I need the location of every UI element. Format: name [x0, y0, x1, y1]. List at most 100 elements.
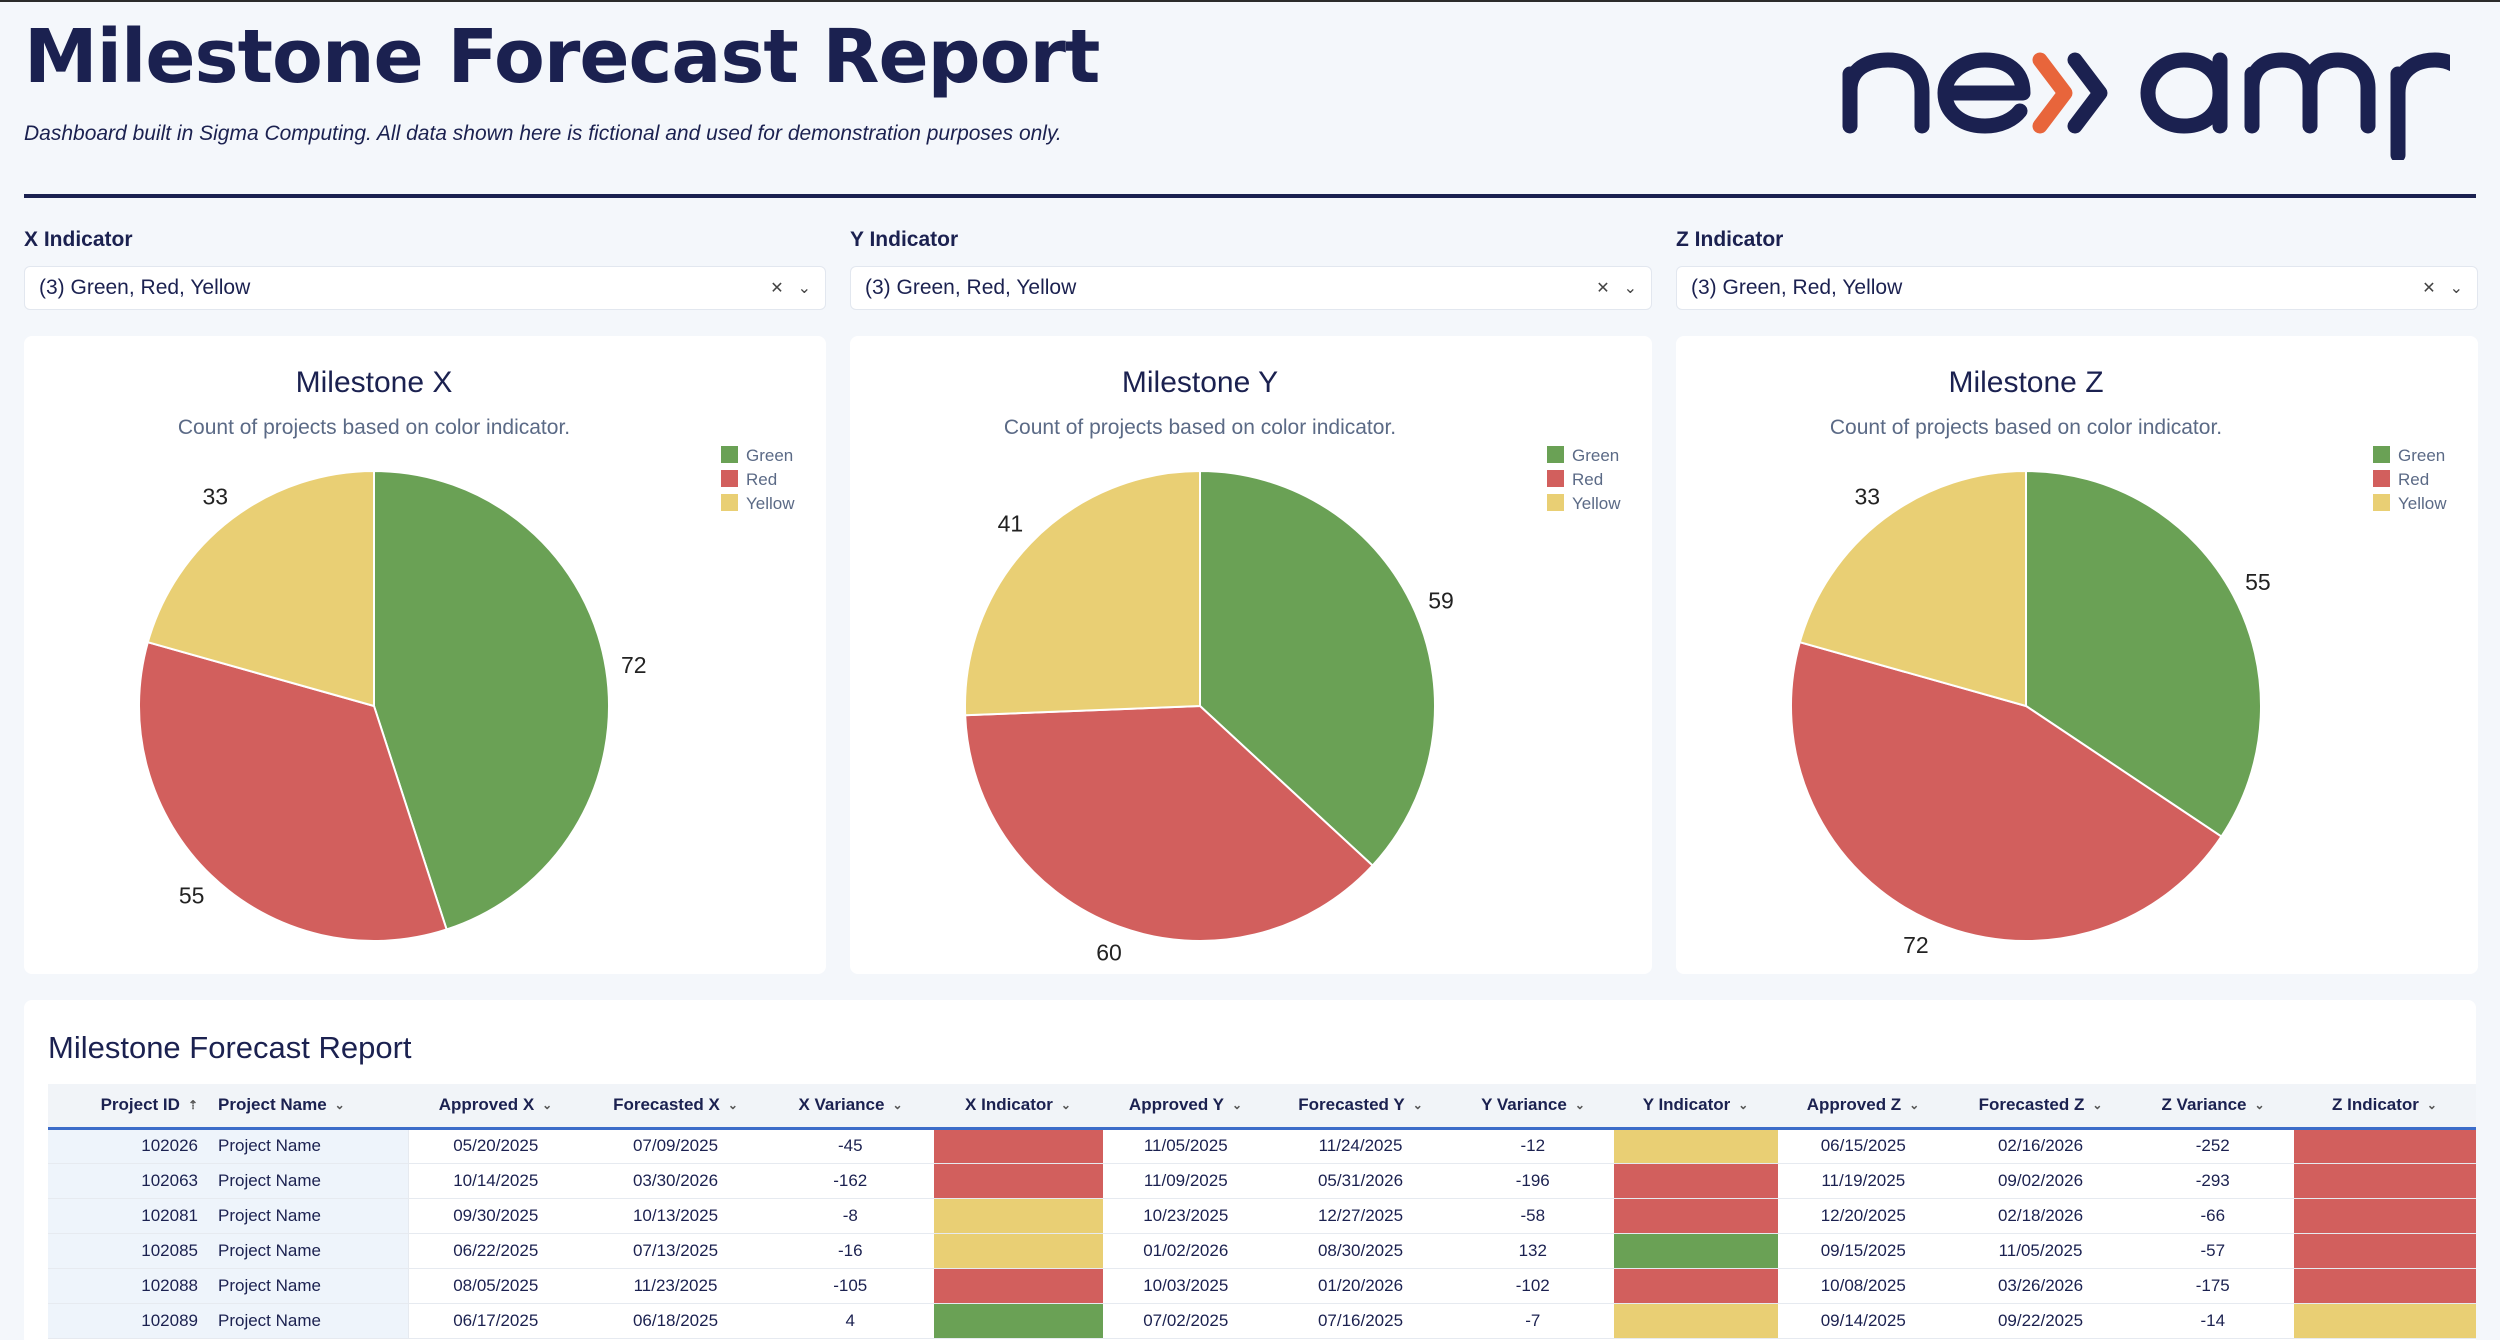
- y-indicator-filter: Y Indicator (3) Green, Red, Yellow ✕ ⌄: [850, 228, 1652, 310]
- column-header-label: Project Name: [218, 1095, 327, 1115]
- project-id-cell: 102085: [48, 1233, 208, 1269]
- project-id-cell: 102088: [48, 1268, 208, 1304]
- chevron-down-icon[interactable]: ⌄: [2426, 1098, 2437, 1113]
- chevron-down-icon[interactable]: ⌄: [892, 1098, 903, 1113]
- pie-slice-red[interactable]: [137, 640, 448, 942]
- column-header-forecasted-y[interactable]: Forecasted Y ⌄: [1268, 1084, 1453, 1130]
- close-icon[interactable]: ✕: [1596, 280, 1610, 297]
- nexamp-logo: nexamp: [1842, 52, 2450, 160]
- table-cell: 01/02/2026: [1103, 1233, 1268, 1269]
- table-cell: 10/08/2025: [1778, 1268, 1948, 1304]
- pie-label-yellow: 33: [1855, 483, 1881, 509]
- indicator-cell-red: [2292, 1198, 2476, 1234]
- chevron-down-icon[interactable]: ⌄: [1060, 1098, 1071, 1113]
- table-cell: 11/05/2025: [1103, 1128, 1268, 1164]
- pie-slice-red[interactable]: [964, 704, 1374, 942]
- column-header-project-id[interactable]: Project ID ⇡: [48, 1084, 208, 1130]
- table-row[interactable]: 102026 Project Name 05/20/2025 07/09/2025 -4…: [48, 1128, 2476, 1164]
- table-cell: 11/05/2025: [1948, 1233, 2133, 1269]
- column-header-approved-y[interactable]: Approved Y ⌄: [1103, 1084, 1268, 1130]
- chevron-down-icon[interactable]: ⌄: [1412, 1098, 1423, 1113]
- column-header-x-indicator[interactable]: X Indicator ⌄: [933, 1084, 1103, 1130]
- table-cell: -162: [768, 1163, 933, 1199]
- pie-label-green: 72: [621, 652, 647, 678]
- legend-label-red[interactable]: Red: [1572, 470, 1603, 489]
- table-row[interactable]: 102063 Project Name 10/14/2025 03/30/2026 -1…: [48, 1163, 2476, 1199]
- chevron-down-icon[interactable]: ⌄: [1574, 1098, 1585, 1113]
- y-indicator-select[interactable]: (3) Green, Red, Yellow ✕ ⌄: [850, 266, 1652, 310]
- table-cell: 12/20/2025: [1778, 1198, 1948, 1234]
- legend-swatch-green: [2373, 446, 2390, 463]
- column-header-approved-x[interactable]: Approved X ⌄: [408, 1084, 583, 1130]
- table-title: Milestone Forecast Report: [48, 1030, 412, 1065]
- legend-label-red[interactable]: Red: [2398, 470, 2429, 489]
- pie-slice-green[interactable]: [1199, 469, 1436, 867]
- close-icon[interactable]: ✕: [770, 280, 784, 297]
- project-name-cell: Project Name: [208, 1128, 409, 1164]
- column-header-label: Y Variance: [1481, 1095, 1567, 1115]
- close-icon[interactable]: ✕: [2422, 280, 2436, 297]
- column-header-label: Forecasted Y: [1298, 1095, 1405, 1115]
- pie-label-red: 72: [1903, 932, 1929, 958]
- table-row[interactable]: 102089 Project Name 06/17/2025 06/18/2025 4 0…: [48, 1303, 2476, 1339]
- column-header-forecasted-x[interactable]: Forecasted X ⌄: [583, 1084, 768, 1130]
- filter-selected-value: (3) Green, Red, Yellow: [1691, 276, 1903, 299]
- x-indicator-select[interactable]: (3) Green, Red, Yellow ✕ ⌄: [24, 266, 826, 310]
- legend-label-green[interactable]: Green: [1572, 446, 1619, 465]
- table-row[interactable]: 102088 Project Name 08/05/2025 11/23/2025 -1…: [48, 1268, 2476, 1304]
- chevron-down-icon[interactable]: ⌄: [727, 1098, 738, 1113]
- column-header-project-name[interactable]: Project Name ⌄: [208, 1084, 408, 1130]
- legend-label-green[interactable]: Green: [746, 446, 793, 465]
- column-header-z-variance[interactable]: Z Variance ⌄: [2133, 1084, 2293, 1130]
- chevron-down-icon[interactable]: ⌄: [542, 1098, 553, 1113]
- filter-label: Z Indicator: [1676, 228, 1784, 251]
- chevron-down-icon[interactable]: ⌄: [2449, 280, 2463, 297]
- column-header-x-variance[interactable]: X Variance ⌄: [768, 1084, 933, 1130]
- indicator-cell-red: [2292, 1268, 2476, 1304]
- page-title: Milestone Forecast Report: [24, 14, 1100, 100]
- table-cell: 08/05/2025: [408, 1268, 583, 1304]
- chevron-down-icon[interactable]: ⌄: [1909, 1098, 1920, 1113]
- chevron-down-icon[interactable]: ⌄: [1232, 1098, 1243, 1113]
- chevron-down-icon[interactable]: ⌄: [2254, 1098, 2265, 1113]
- table-cell: 02/16/2026: [1948, 1128, 2133, 1164]
- legend-label-green[interactable]: Green: [2398, 446, 2445, 465]
- table-cell: 11/19/2025: [1778, 1163, 1948, 1199]
- pie-slice-yellow[interactable]: [964, 469, 1201, 717]
- column-header-z-indicator[interactable]: Z Indicator ⌄: [2293, 1084, 2476, 1130]
- pie-slice-yellow[interactable]: [146, 469, 375, 708]
- table-cell: 03/30/2026: [583, 1163, 768, 1199]
- legend-label-yellow[interactable]: Yellow: [2398, 494, 2447, 513]
- chevron-down-icon[interactable]: ⌄: [2092, 1098, 2103, 1113]
- legend-swatch-green: [1547, 446, 1564, 463]
- legend-label-yellow[interactable]: Yellow: [1572, 494, 1621, 513]
- legend-label-yellow[interactable]: Yellow: [746, 494, 795, 513]
- column-header-y-variance[interactable]: Y Variance ⌄: [1453, 1084, 1613, 1130]
- table-cell: -252: [2133, 1128, 2293, 1164]
- table-row[interactable]: 102081 Project Name 09/30/2025 10/13/2025 -8…: [48, 1198, 2476, 1234]
- indicator-cell-yellow: [932, 1198, 1104, 1234]
- table-cell: -102: [1453, 1268, 1613, 1304]
- pie-label-red: 60: [1096, 940, 1122, 966]
- pie-slice-green[interactable]: [373, 469, 610, 931]
- legend-label-red[interactable]: Red: [746, 470, 777, 489]
- sort-ascending-icon[interactable]: ⇡: [187, 1098, 198, 1113]
- chart-subtitle: Count of projects based on color indicat…: [1830, 416, 2222, 439]
- indicator-cell-yellow: [1612, 1128, 1779, 1164]
- chevron-down-icon[interactable]: ⌄: [1738, 1098, 1749, 1113]
- indicator-cell-yellow: [932, 1233, 1104, 1269]
- legend-swatch-red: [1547, 470, 1564, 487]
- chevron-down-icon[interactable]: ⌄: [797, 280, 811, 297]
- legend-swatch-red: [721, 470, 738, 487]
- column-header-forecasted-z[interactable]: Forecasted Z ⌄: [1948, 1084, 2133, 1130]
- pie-slice-red[interactable]: [1789, 640, 2223, 942]
- chevron-down-icon[interactable]: ⌄: [334, 1098, 345, 1113]
- column-header-y-indicator[interactable]: Y Indicator ⌄: [1613, 1084, 1778, 1130]
- z-indicator-select[interactable]: (3) Green, Red, Yellow ✕ ⌄: [1676, 266, 2478, 310]
- table-row[interactable]: 102085 Project Name 06/22/2025 07/13/2025 -1…: [48, 1233, 2476, 1269]
- chevron-down-icon[interactable]: ⌄: [1623, 280, 1637, 297]
- column-header-label: Approved Y: [1128, 1095, 1225, 1115]
- table-cell: 06/17/2025: [408, 1303, 583, 1339]
- column-header-approved-z[interactable]: Approved Z ⌄: [1778, 1084, 1948, 1130]
- pie-slice-yellow[interactable]: [1798, 469, 2027, 708]
